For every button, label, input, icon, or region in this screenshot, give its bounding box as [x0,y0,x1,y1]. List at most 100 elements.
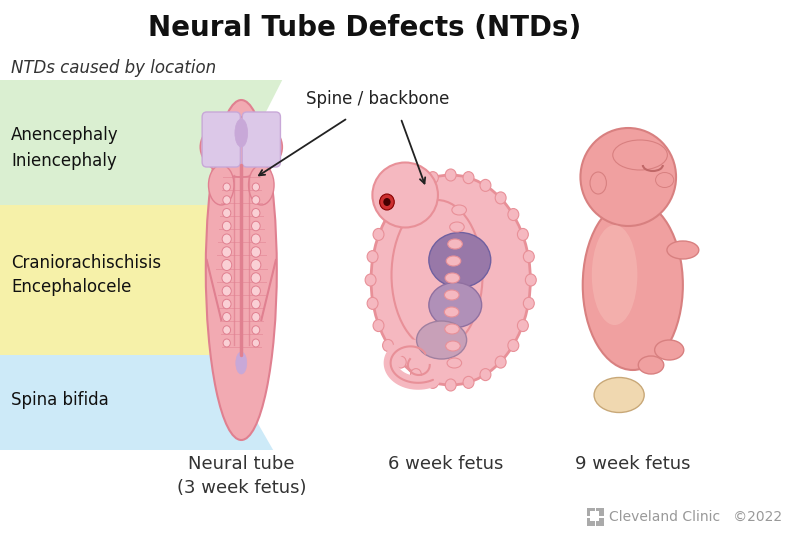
Circle shape [367,298,378,309]
Circle shape [463,376,474,389]
Circle shape [251,234,261,244]
Ellipse shape [417,321,466,359]
Circle shape [523,298,534,309]
Circle shape [373,228,384,241]
Circle shape [382,339,394,351]
Ellipse shape [590,172,606,194]
Bar [587,508,594,516]
Text: 9 week fetus: 9 week fetus [575,455,690,473]
Ellipse shape [613,140,667,170]
Ellipse shape [391,200,482,350]
Circle shape [222,313,231,321]
Circle shape [222,286,231,296]
Circle shape [427,172,438,184]
Ellipse shape [236,352,246,374]
Circle shape [463,172,474,184]
Circle shape [252,313,260,321]
Circle shape [223,196,230,204]
Circle shape [410,179,422,191]
Circle shape [222,273,231,283]
Ellipse shape [447,358,462,368]
Ellipse shape [372,163,438,228]
Circle shape [518,320,528,332]
Circle shape [251,221,260,231]
Circle shape [446,169,456,181]
Ellipse shape [206,100,277,440]
Text: Neural Tube Defects (NTDs): Neural Tube Defects (NTDs) [147,14,581,42]
Bar [596,508,604,516]
Circle shape [495,356,506,368]
Ellipse shape [638,356,664,374]
Circle shape [508,339,519,351]
Circle shape [373,320,384,332]
Bar [590,511,599,521]
Bar [587,518,594,526]
Ellipse shape [445,273,460,283]
Circle shape [222,247,231,257]
Ellipse shape [448,239,462,249]
Circle shape [395,192,406,204]
Polygon shape [0,80,282,205]
Circle shape [223,183,230,191]
Ellipse shape [445,324,459,334]
Circle shape [252,183,259,191]
Ellipse shape [594,377,644,412]
Circle shape [518,228,528,241]
Ellipse shape [249,165,274,205]
Circle shape [427,376,438,389]
Circle shape [523,250,534,263]
Polygon shape [0,205,218,355]
Ellipse shape [655,172,674,188]
Circle shape [410,369,422,380]
Text: 6 week fetus: 6 week fetus [389,455,504,473]
Circle shape [252,196,260,204]
Circle shape [526,274,536,286]
Text: Craniorachischisis
Encephalocele: Craniorachischisis Encephalocele [11,254,161,296]
Text: Neural tube
(3 week fetus): Neural tube (3 week fetus) [177,455,306,496]
Circle shape [380,194,394,210]
Ellipse shape [452,205,466,215]
FancyBboxPatch shape [202,112,240,167]
Circle shape [395,356,406,368]
Ellipse shape [654,340,684,360]
Text: Spina bifida: Spina bifida [11,391,109,409]
Circle shape [223,339,230,347]
Circle shape [222,299,231,309]
Circle shape [222,221,231,231]
Circle shape [508,209,519,221]
Circle shape [222,260,232,270]
Circle shape [480,179,491,191]
Text: Spine / backbone: Spine / backbone [306,90,450,108]
Ellipse shape [446,256,461,266]
Ellipse shape [581,128,676,226]
Ellipse shape [446,341,460,351]
Ellipse shape [592,225,638,325]
Circle shape [367,250,378,263]
Circle shape [251,299,260,309]
Ellipse shape [429,282,482,327]
Circle shape [446,379,456,391]
Polygon shape [0,355,273,450]
Text: Cleveland Clinic   ©2022: Cleveland Clinic ©2022 [609,510,782,524]
Ellipse shape [200,117,282,177]
Ellipse shape [209,165,234,205]
Ellipse shape [445,290,459,300]
Circle shape [495,192,506,204]
Circle shape [251,273,261,283]
Ellipse shape [450,222,464,232]
FancyBboxPatch shape [242,112,281,167]
Text: Anencephaly
Iniencephaly: Anencephaly Iniencephaly [11,126,118,170]
Circle shape [383,198,390,206]
Circle shape [480,369,491,380]
Circle shape [251,286,261,296]
Ellipse shape [582,200,683,370]
Circle shape [251,260,261,270]
Circle shape [252,326,260,334]
Circle shape [252,339,259,347]
Ellipse shape [429,233,490,287]
Ellipse shape [371,175,530,385]
Ellipse shape [235,119,248,147]
Ellipse shape [444,307,459,317]
Circle shape [222,209,231,217]
Circle shape [223,326,230,334]
